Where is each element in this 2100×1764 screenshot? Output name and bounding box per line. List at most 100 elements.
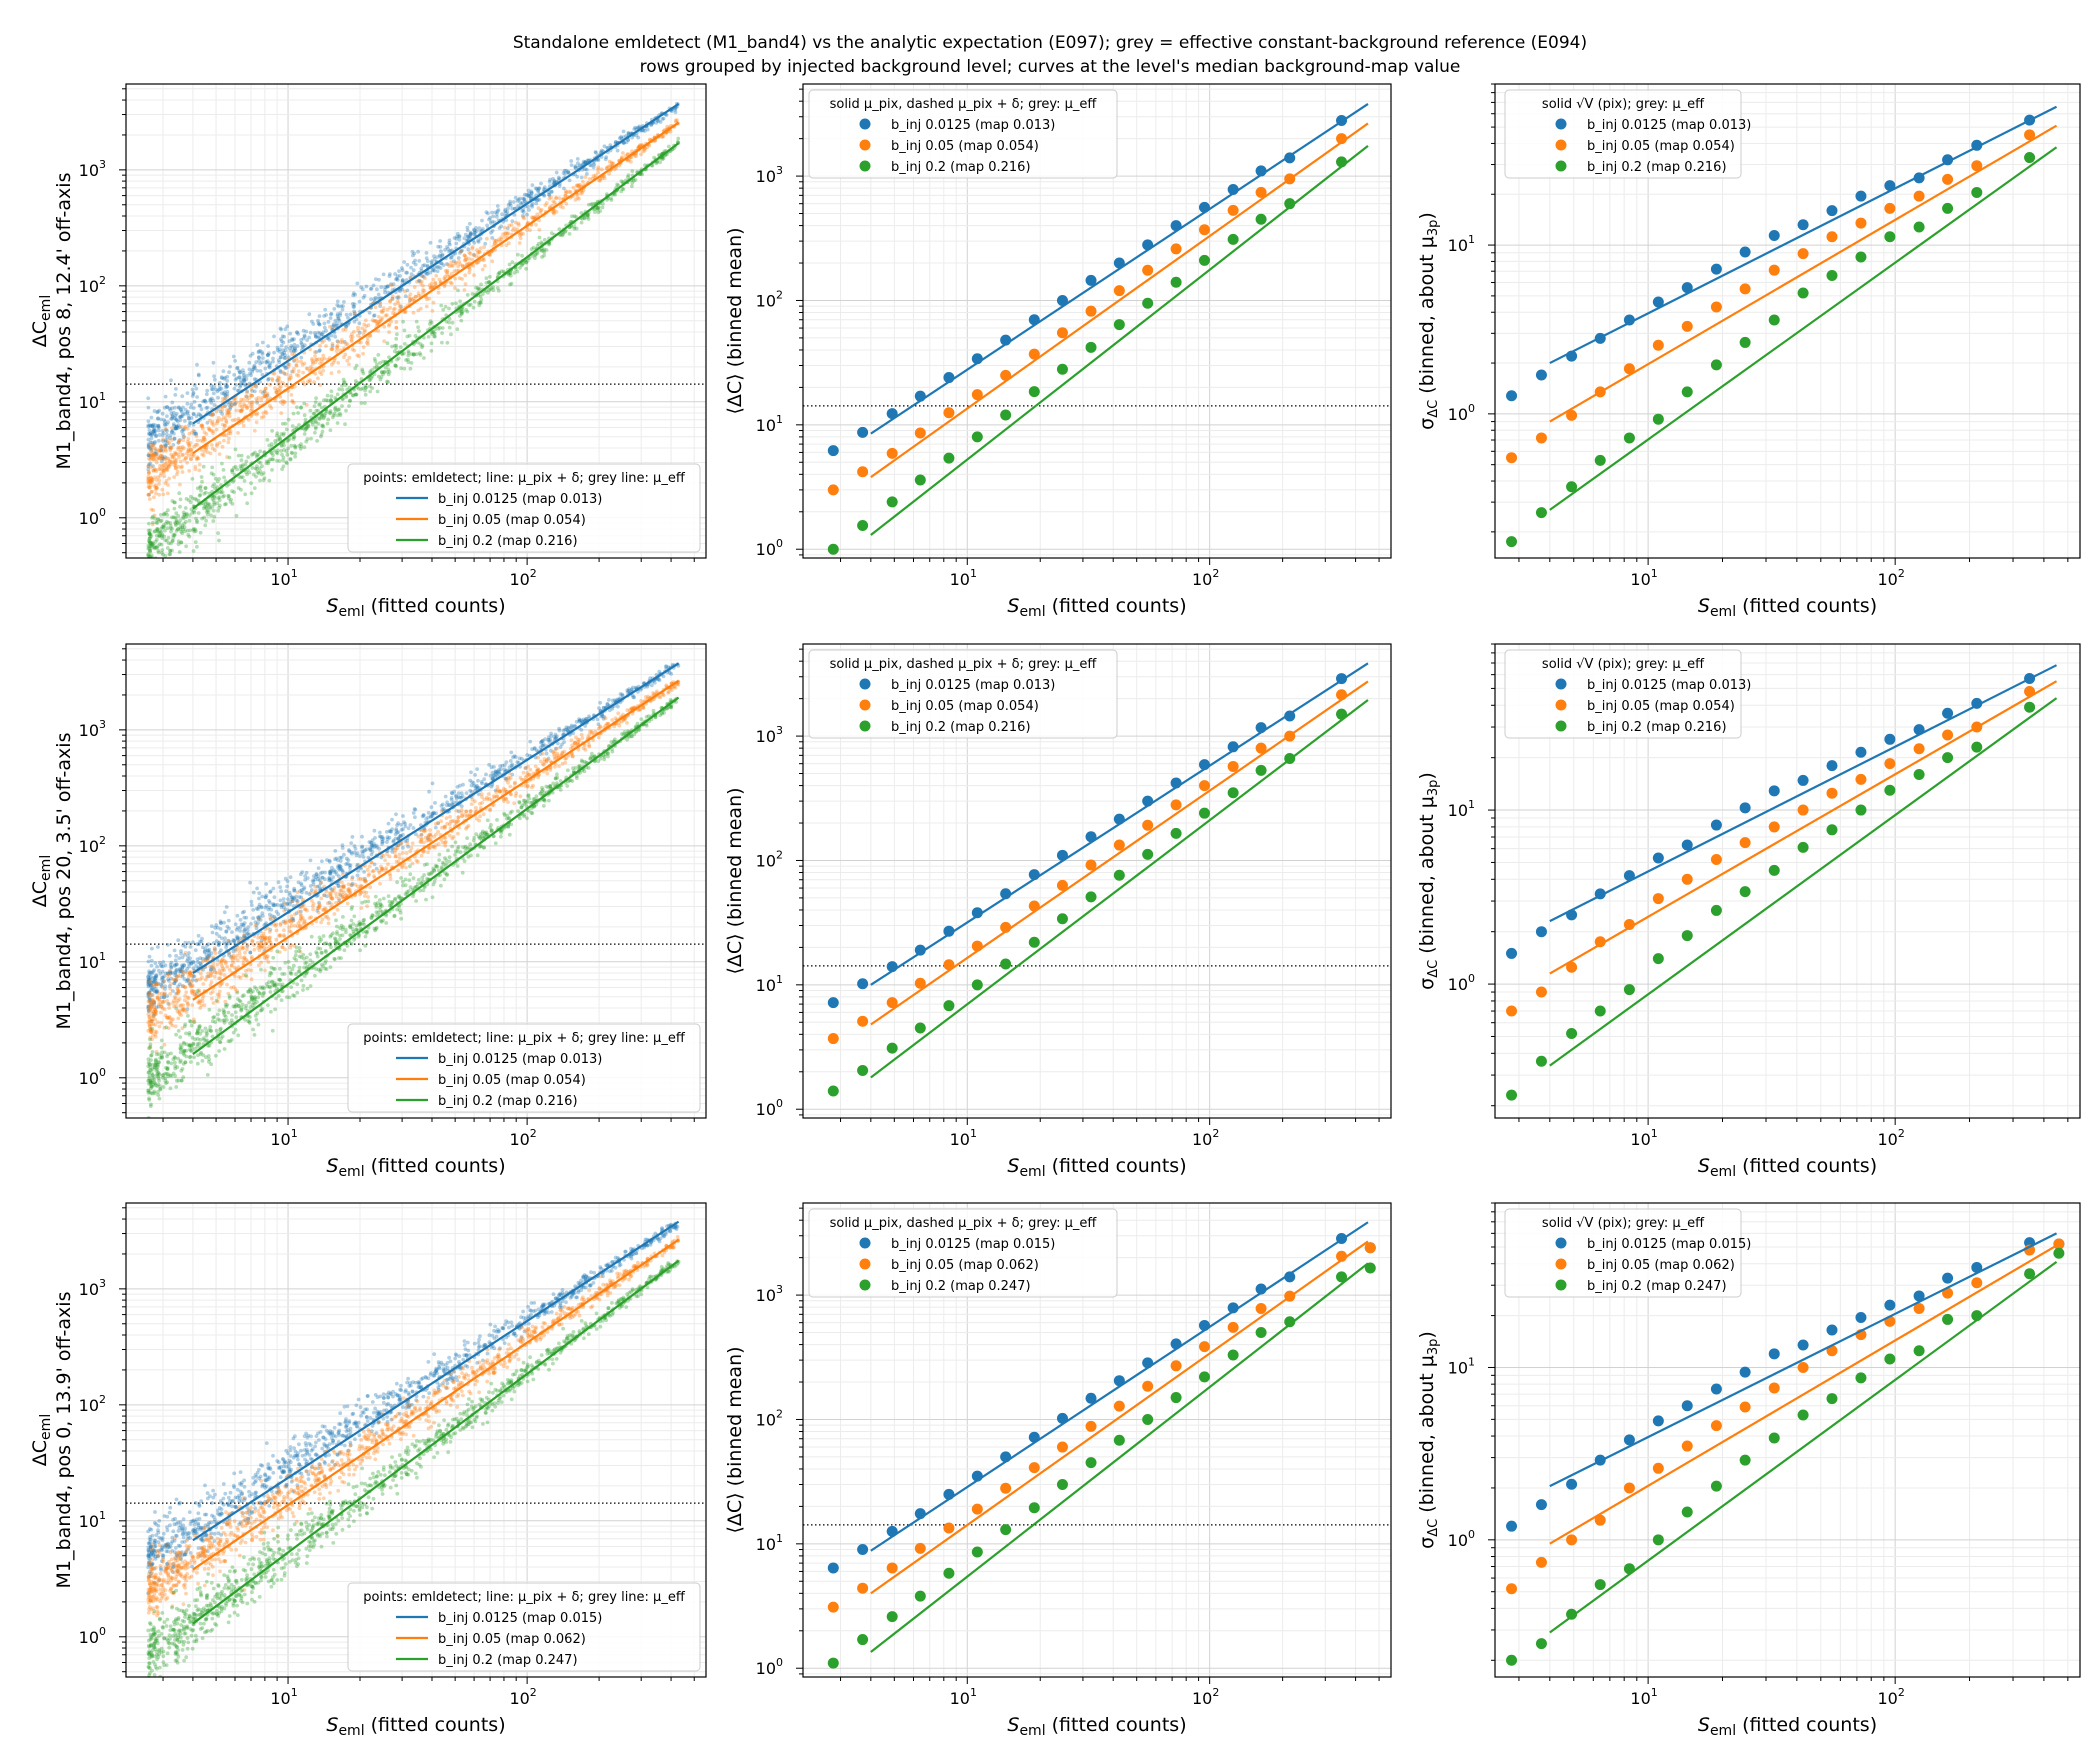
scatter-point xyxy=(449,255,454,260)
scatter-point xyxy=(200,452,205,457)
scatter-point xyxy=(260,350,265,355)
scatter-point xyxy=(280,334,285,339)
scatter-point xyxy=(283,366,288,370)
scatter-point xyxy=(256,355,261,360)
x-tick-label-exponent: 1 xyxy=(970,567,977,580)
scatter-point xyxy=(159,453,163,458)
scatter-point xyxy=(198,484,203,489)
scatter-point xyxy=(434,811,438,816)
scatter-point xyxy=(198,939,202,944)
scatter-point xyxy=(313,371,318,376)
scatter-point xyxy=(352,329,356,334)
scatter-point xyxy=(594,150,598,155)
scatter-point xyxy=(198,438,203,443)
scatter-point xyxy=(583,160,588,165)
scatter-point xyxy=(538,211,543,215)
scatter-point xyxy=(193,443,198,447)
scatter-point xyxy=(160,454,165,459)
scatter-point xyxy=(159,471,164,476)
scatter-point xyxy=(365,339,370,343)
scatter-point xyxy=(494,239,499,244)
scatter-point xyxy=(159,445,164,449)
scatter-point xyxy=(360,287,365,292)
scatter-point xyxy=(146,442,151,446)
scatter-point xyxy=(466,256,471,261)
scatter-point xyxy=(631,178,636,183)
scatter-point xyxy=(256,907,260,911)
scatter-point xyxy=(363,401,367,405)
scatter-point xyxy=(251,916,256,921)
scatter-point xyxy=(149,476,154,481)
scatter-point xyxy=(258,369,263,373)
scatter-point xyxy=(316,422,321,426)
scatter-point xyxy=(587,202,591,207)
scatter-point xyxy=(202,449,207,454)
scatter-point xyxy=(675,118,679,122)
scatter-point xyxy=(284,383,288,388)
binned-point xyxy=(1255,213,1267,225)
scatter-point xyxy=(418,281,423,286)
scatter-point xyxy=(660,157,665,162)
scatter-point xyxy=(165,422,169,426)
scatter-point xyxy=(393,343,397,348)
scatter-point xyxy=(304,366,309,371)
scatter-point xyxy=(155,452,159,456)
scatter-point xyxy=(146,1004,151,1009)
scatter-point xyxy=(607,159,612,164)
scatter-point xyxy=(255,467,259,471)
scatter-point xyxy=(293,348,298,353)
scatter-point xyxy=(317,403,321,407)
binned-point xyxy=(857,426,869,438)
scatter-point xyxy=(204,447,209,452)
scatter-point xyxy=(386,380,390,384)
scatter-point xyxy=(409,272,414,277)
scatter-point xyxy=(378,304,383,308)
scatter-point xyxy=(596,167,600,172)
scatter-point xyxy=(247,470,252,475)
scatter-point xyxy=(159,454,163,458)
scatter-point xyxy=(231,354,236,359)
scatter-point xyxy=(311,322,316,326)
scatter-point xyxy=(196,373,201,378)
scatter-point xyxy=(619,156,624,161)
scatter-point xyxy=(233,464,238,469)
scatter-point xyxy=(432,254,436,259)
scatter-point xyxy=(168,462,173,467)
scatter-point xyxy=(161,964,165,969)
scatter-point xyxy=(305,338,309,342)
scatter-point xyxy=(179,409,184,414)
binned-point xyxy=(1170,243,1182,255)
scatter-point xyxy=(649,123,654,127)
scatter-point xyxy=(201,399,206,404)
scatter-point xyxy=(428,322,432,326)
scatter-point xyxy=(472,252,476,257)
scatter-point xyxy=(281,348,285,353)
scatter-point xyxy=(225,394,230,399)
scatter-point xyxy=(296,411,300,415)
scatter-point xyxy=(459,249,463,254)
scatter-point xyxy=(620,693,625,698)
scatter-point xyxy=(155,410,160,415)
scatter-point xyxy=(255,411,260,416)
scatter-point xyxy=(279,384,283,389)
scatter-point xyxy=(181,405,185,410)
scatter-point xyxy=(245,406,249,410)
scatter-point xyxy=(411,296,416,301)
scatter-point xyxy=(162,422,167,426)
scatter-point xyxy=(236,416,241,421)
scatter-point xyxy=(376,296,380,301)
scatter-point xyxy=(676,136,681,141)
scatter-point xyxy=(438,245,443,249)
scatter-point xyxy=(492,241,497,246)
scatter-point xyxy=(270,914,274,918)
scatter-point xyxy=(181,435,186,439)
scatter-point xyxy=(321,330,326,334)
scatter-point xyxy=(237,369,242,373)
scatter-point xyxy=(242,376,246,381)
scatter-point xyxy=(146,423,151,428)
scatter-point xyxy=(427,789,431,794)
scatter-point xyxy=(547,179,552,184)
x-tick-label-exponent: 2 xyxy=(1898,567,1905,580)
scatter-point xyxy=(194,414,199,419)
scatter-point xyxy=(610,161,615,166)
